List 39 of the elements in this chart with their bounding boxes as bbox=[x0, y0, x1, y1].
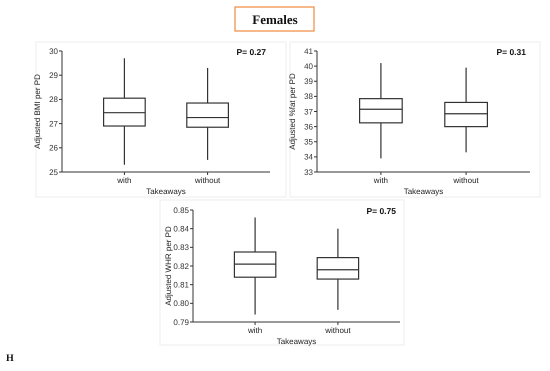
x-tick-label: without bbox=[324, 326, 352, 335]
annotation: P= 0.75 bbox=[366, 206, 396, 216]
y-axis-title: Adjusted %fat per PD bbox=[288, 73, 297, 150]
y-tick-label: 38 bbox=[304, 92, 314, 102]
x-tick-label: with bbox=[246, 326, 262, 335]
y-tick-label: 37 bbox=[304, 107, 314, 116]
y-tick-label: 0.84 bbox=[173, 224, 190, 234]
y-tick-label: 33 bbox=[304, 168, 314, 177]
annotation: P= 0.27 bbox=[236, 47, 266, 57]
x-axis-title: Takeaways bbox=[276, 337, 316, 346]
y-tick-label: 27 bbox=[49, 119, 59, 128]
y-tick-label: 0.83 bbox=[173, 243, 190, 252]
y-tick-label: 40 bbox=[304, 62, 314, 71]
x-tick-label: without bbox=[452, 176, 480, 185]
y-tick-label: 30 bbox=[49, 46, 59, 56]
y-tick-label: 0.79 bbox=[173, 318, 190, 327]
y-tick-label: 28 bbox=[49, 95, 59, 104]
y-axis-title: Adjusted BMI per PD bbox=[33, 74, 42, 149]
y-tick-label: 34 bbox=[304, 152, 314, 162]
chart-title: Females bbox=[252, 12, 298, 27]
y-tick-label: 0.80 bbox=[173, 299, 190, 308]
x-tick-label: with bbox=[372, 176, 388, 185]
x-tick-label: without bbox=[194, 176, 222, 185]
y-axis-title: Adjusted WHR per PD bbox=[164, 226, 173, 306]
y-tick-label: 0.82 bbox=[173, 262, 190, 271]
y-tick-label: 39 bbox=[304, 77, 314, 86]
y-tick-label: 36 bbox=[304, 122, 314, 132]
x-tick-label: with bbox=[116, 176, 132, 185]
y-tick-label: 29 bbox=[49, 71, 59, 80]
y-tick-label: 26 bbox=[49, 144, 59, 153]
y-tick-label: 0.81 bbox=[173, 280, 190, 290]
x-axis-title: Takeaways bbox=[404, 187, 444, 196]
text: H bbox=[6, 353, 14, 364]
y-tick-label: 41 bbox=[304, 46, 314, 56]
annotation: P= 0.31 bbox=[496, 47, 526, 57]
y-tick-label: 0.85 bbox=[173, 206, 190, 215]
x-axis-title: Takeaways bbox=[146, 187, 186, 196]
y-tick-label: 35 bbox=[304, 138, 314, 147]
y-tick-label: 25 bbox=[49, 168, 59, 177]
